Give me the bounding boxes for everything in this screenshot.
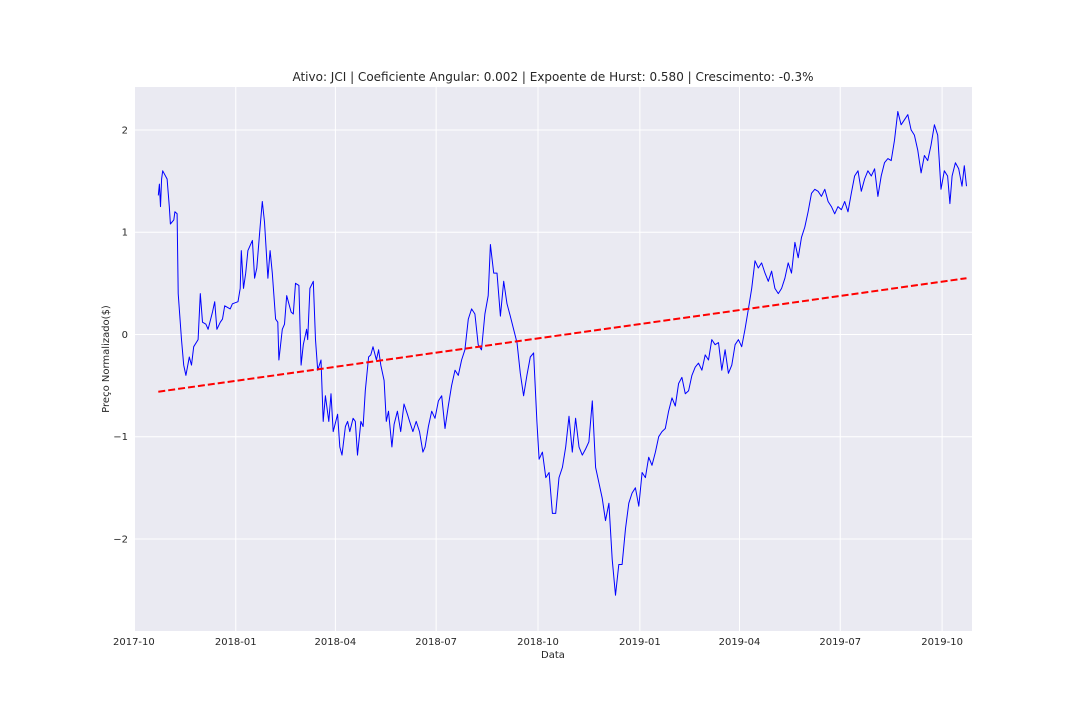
grid	[133, 87, 972, 631]
x-tick-label: 2018-04	[314, 637, 356, 648]
trend-line	[158, 277, 967, 393]
x-tick-label: 2018-01	[215, 637, 257, 648]
y-tick-label: 2	[122, 125, 128, 136]
x-tick-label: 2019-01	[619, 637, 661, 648]
x-tick-label: 2019-04	[719, 637, 761, 648]
series-layer	[157, 111, 967, 596]
plot-area	[135, 87, 972, 631]
x-tick-label: 2019-07	[819, 637, 861, 648]
y-tick-label: −1	[113, 432, 128, 443]
y-tick-label: 1	[122, 228, 128, 239]
y-tick-label: 0	[122, 330, 128, 341]
y-axis-label: Preço Normalizado($)	[101, 305, 112, 413]
x-tick-label: 2017-10	[113, 637, 155, 648]
x-tick-label: 2018-07	[415, 637, 457, 648]
x-tick-label: 2019-10	[921, 637, 963, 648]
ticks: 2017-10 2018-01 2018-04 2018-07 2018-10 2019-…	[113, 125, 963, 648]
chart-title: Ativo: JCI | Coeficiente Angular: 0.002 …	[292, 70, 813, 84]
x-axis-label: Data	[541, 650, 565, 661]
x-tick-label: 2018-10	[517, 637, 559, 648]
y-tick-label: −2	[113, 534, 128, 545]
price-line	[157, 111, 967, 596]
